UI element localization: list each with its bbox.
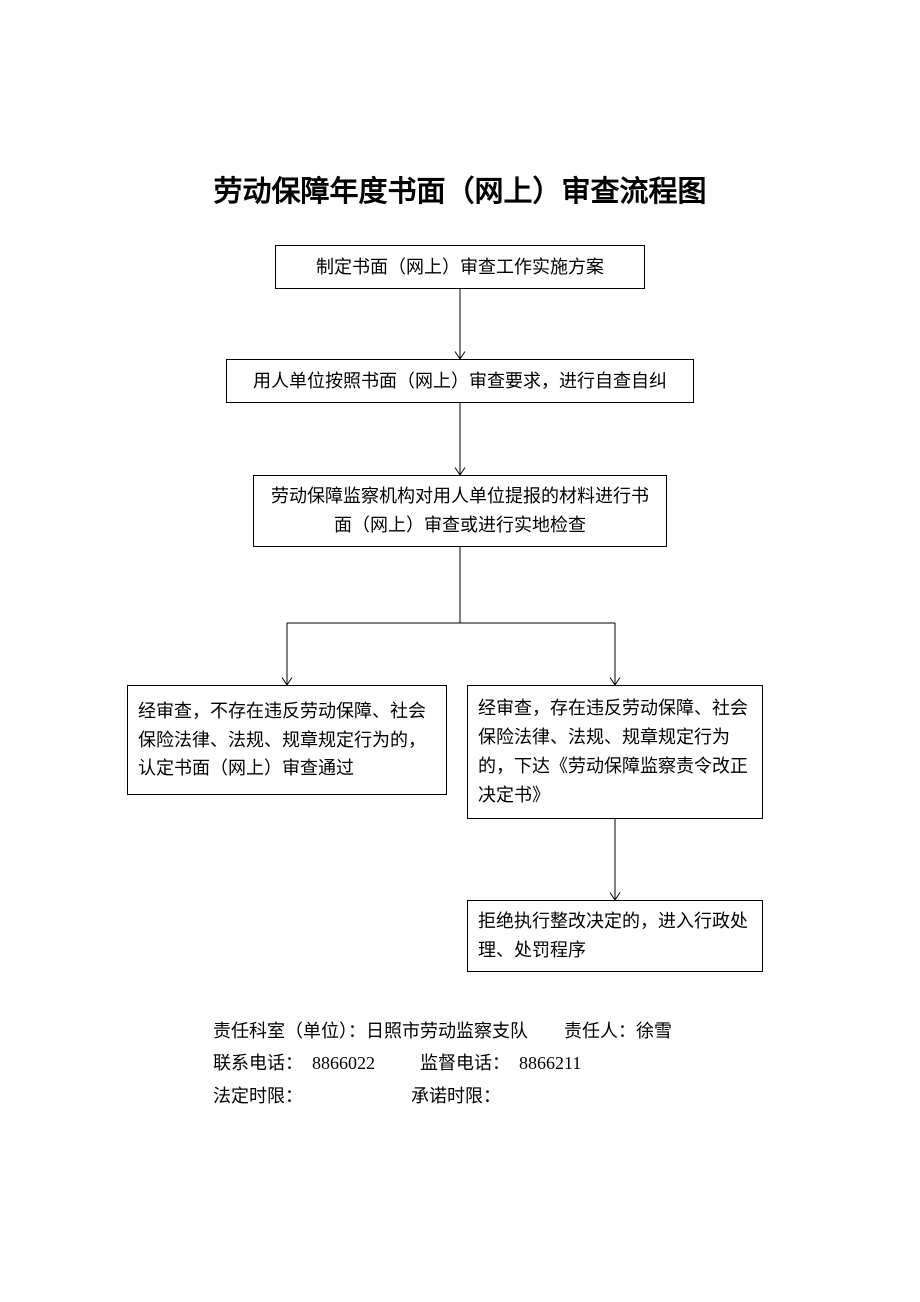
node-penalty-text: 拒绝执行整改决定的，进入行政处理、处罚程序 <box>468 901 762 971</box>
flowchart-page: 劳动保障年度书面（网上）审查流程图 制定书面（网上）审查工作实施方案 用人单位按… <box>0 0 920 1302</box>
node-self-check-text: 用人单位按照书面（网上）审查要求，进行自查自纠 <box>227 361 693 402</box>
arrow-2 <box>440 403 480 479</box>
arrow-4 <box>595 819 635 904</box>
page-title: 劳动保障年度书面（网上）审查流程图 <box>0 168 920 210</box>
arrow-1 <box>440 289 480 363</box>
node-review-text: 劳动保障监察机构对用人单位提报的材料进行书面（网上）审查或进行实地检查 <box>254 476 666 546</box>
node-review: 劳动保障监察机构对用人单位提报的材料进行书面（网上）审查或进行实地检查 <box>253 475 667 547</box>
node-plan: 制定书面（网上）审查工作实施方案 <box>275 245 645 289</box>
node-violation-text: 经审查，存在违反劳动保障、社会保险法律、法规、规章规定行为的，下达《劳动保障监察… <box>468 688 762 815</box>
node-self-check: 用人单位按照书面（网上）审查要求，进行自查自纠 <box>226 359 694 403</box>
footer-row-1: 责任科室（单位）：日照市劳动监察支队 责任人：徐雪 <box>213 1015 672 1047</box>
arrow-fork <box>267 547 635 689</box>
node-violation: 经审查，存在违反劳动保障、社会保险法律、法规、规章规定行为的，下达《劳动保障监察… <box>467 685 763 819</box>
footer: 责任科室（单位）：日照市劳动监察支队 责任人：徐雪 联系电话： 8866022 … <box>213 1015 672 1112</box>
footer-row-2: 联系电话： 8866022 监督电话： 8866211 <box>213 1047 672 1079</box>
node-penalty: 拒绝执行整改决定的，进入行政处理、处罚程序 <box>467 900 763 972</box>
node-pass: 经审查，不存在违反劳动保障、社会保险法律、法规、规章规定行为的，认定书面（网上）… <box>127 685 447 795</box>
node-plan-text: 制定书面（网上）审查工作实施方案 <box>276 247 644 288</box>
footer-row-3: 法定时限： 承诺时限： <box>213 1080 672 1112</box>
node-pass-text: 经审查，不存在违反劳动保障、社会保险法律、法规、规章规定行为的，认定书面（网上）… <box>128 691 446 789</box>
